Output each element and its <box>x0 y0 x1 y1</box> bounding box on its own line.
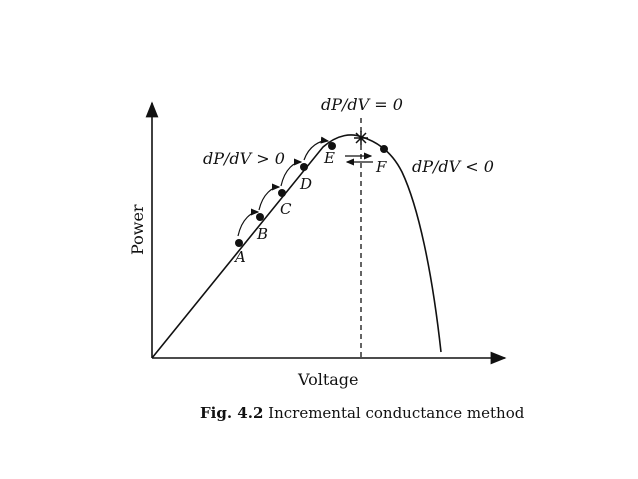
x-axis-label: Voltage <box>297 370 359 389</box>
point-b-dot <box>256 213 264 221</box>
point-a-dot <box>235 239 243 247</box>
step-arrow-c-d <box>280 158 303 187</box>
point-b-label: B <box>256 225 268 243</box>
figure-caption: Fig. 4.2 Incremental conductance method <box>200 404 525 422</box>
mpp-star-icon <box>354 131 368 145</box>
mpp-annotation: dP/dV = 0 <box>321 95 403 114</box>
step-arrow-d-e <box>303 136 330 161</box>
right-slope-annotation: dP/dV < 0 <box>412 157 494 176</box>
y-axis-label: Power <box>128 204 147 255</box>
caption-number: Fig. 4.2 <box>200 404 263 422</box>
step-arrow-a-b <box>237 208 260 237</box>
point-d-label: D <box>299 175 312 193</box>
point-c-dot <box>278 189 286 197</box>
point-a-label: A <box>233 248 246 266</box>
point-f-label: F <box>375 158 387 176</box>
point-d-dot <box>300 163 308 171</box>
point-e-label: E <box>323 149 335 167</box>
step-arrow-b-c <box>258 183 281 211</box>
point-e-dot <box>328 142 336 150</box>
point-f-dot <box>380 145 388 153</box>
point-c-label: C <box>280 200 292 218</box>
pv-curve <box>151 134 442 359</box>
left-slope-annotation: dP/dV > 0 <box>203 149 285 168</box>
caption-text: Incremental conductance method <box>263 404 524 422</box>
